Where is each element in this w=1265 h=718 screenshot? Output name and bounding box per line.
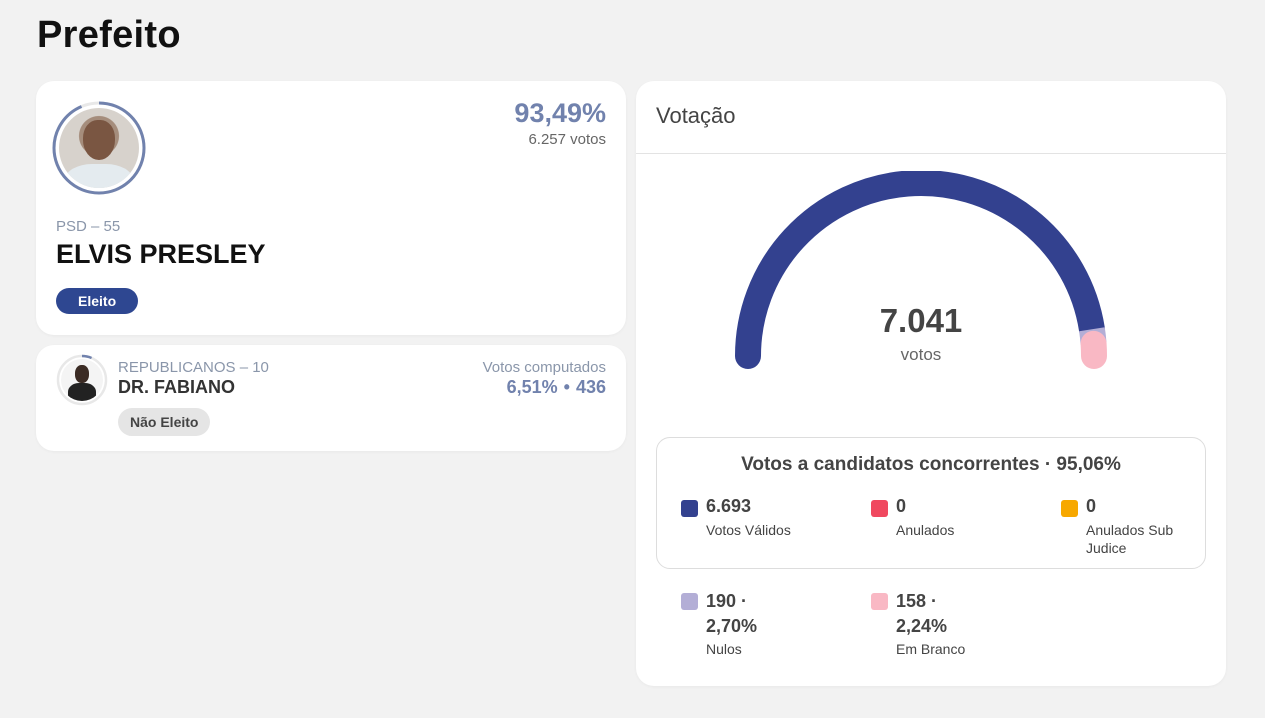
- winner-party: PSD – 55: [56, 218, 121, 235]
- em-branco-count: 158 ·: [896, 591, 938, 611]
- vote-gauge: [735, 171, 1107, 369]
- em-branco-label: Em Branco: [896, 641, 966, 657]
- winner-vote-ring: [52, 101, 146, 195]
- runner-up-avatar: [56, 354, 108, 406]
- runner-up-party: REPUBLICANOS – 10: [118, 359, 269, 376]
- runner-up-photo: [61, 359, 103, 401]
- gauge-unit: votos: [900, 345, 942, 364]
- em-branco-swatch: [871, 593, 888, 610]
- winner-votes: 6.257 votos: [528, 131, 606, 148]
- votacao-header: Votação: [636, 81, 1226, 154]
- votacao-title: Votação: [656, 103, 736, 128]
- stats-separator: •: [563, 377, 570, 397]
- winner-photo: [59, 108, 139, 188]
- validos-label: Votos Válidos: [706, 522, 791, 538]
- winner-card[interactable]: 93,49% 6.257 votos PSD – 55 ELVIS PRESLE…: [36, 81, 626, 335]
- anulados-label: Anulados: [896, 522, 955, 538]
- anulados-value: 0: [896, 496, 907, 516]
- runner-up-name: DR. FABIANO: [118, 377, 235, 397]
- winner-ring-progress: [52, 101, 146, 195]
- elected-badge: Eleito: [56, 288, 139, 314]
- runner-up-stats: 6,51% • 436: [507, 377, 606, 398]
- gauge-total: 7.041: [879, 302, 963, 339]
- runner-up-vote-ring: [56, 354, 108, 406]
- winner-percent: 93,49%: [514, 98, 606, 128]
- concorrentes-box: Votos a candidatos concorrentes · 95,06%…: [656, 437, 1206, 569]
- concorrentes-title: Votos a candidatos concorrentes · 95,06%: [741, 454, 1121, 475]
- runner-up-percent: 6,51%: [506, 377, 558, 397]
- em-branco-value: 158 · 2,24%: [896, 589, 976, 639]
- validos-value: 6.693: [706, 496, 752, 516]
- votacao-panel: Votação 7.041 votos Votos a candidatos c…: [636, 81, 1226, 686]
- winner-name: ELVIS PRESLEY: [56, 239, 266, 269]
- not-elected-badge: Não Eleito: [118, 408, 211, 436]
- nulos-count: 190 ·: [706, 591, 748, 611]
- winner-avatar: [52, 101, 146, 195]
- nulos-swatch: [681, 593, 698, 610]
- anulados-swatch: [871, 500, 888, 517]
- runner-up-ring-progress: [56, 354, 108, 406]
- runner-up-votes: 436: [575, 377, 606, 397]
- page-title: Prefeito: [37, 14, 181, 56]
- gauge-segment-valid: [735, 171, 1105, 369]
- nulos-label: Nulos: [706, 641, 742, 657]
- anulados-sub-judice-label: Anulados Sub Judice: [1086, 522, 1174, 556]
- nulos-value: 190 · 2,70%: [706, 589, 786, 639]
- anulados-sub-judice-value: 0: [1086, 496, 1097, 516]
- nulos-percent: 2,70%: [706, 616, 758, 636]
- runner-up-card[interactable]: REPUBLICANOS – 10 DR. FABIANO Não Eleito…: [36, 345, 626, 451]
- runner-up-stats-label: Votos computados: [482, 359, 606, 376]
- em-branco-percent: 2,24%: [896, 616, 948, 636]
- anulados-sub-judice-swatch: [1061, 500, 1078, 517]
- validos-swatch: [681, 500, 698, 517]
